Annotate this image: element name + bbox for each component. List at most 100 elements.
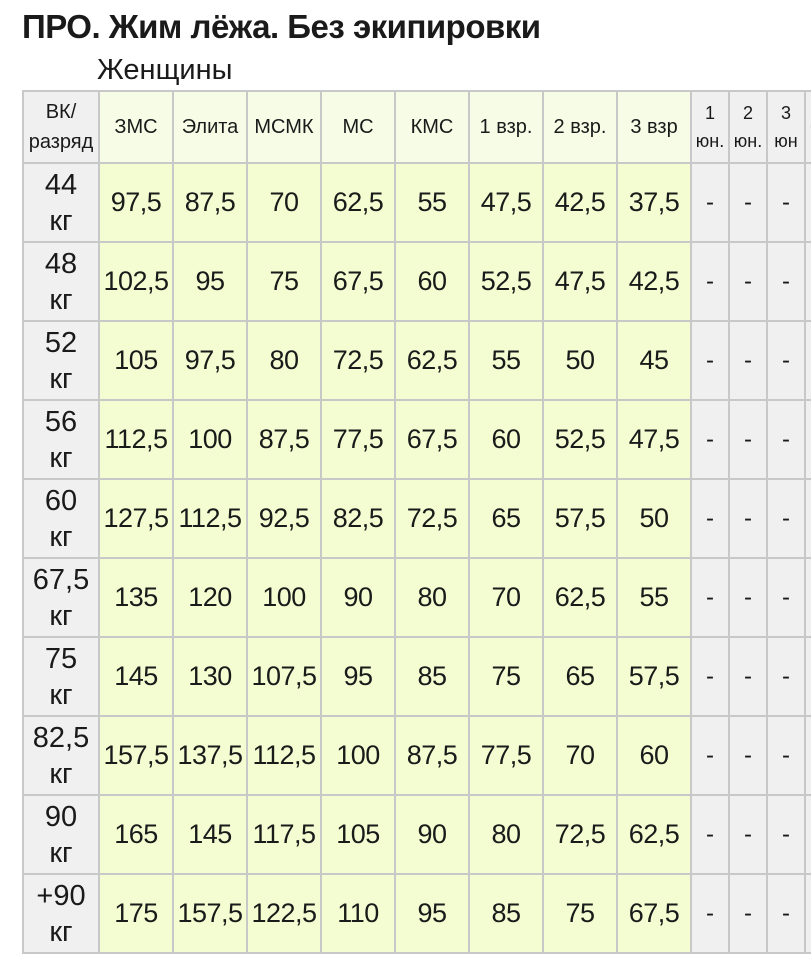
junior-value-cell [804, 557, 811, 638]
standard-value-cell: 145 [172, 794, 248, 875]
standard-value-cell: 105 [98, 320, 174, 401]
junior-value-cell: - [766, 873, 806, 954]
junior-column-header: 2 юн. [728, 90, 768, 164]
junior-value-cell: - [728, 399, 768, 480]
junior-value-cell: - [728, 794, 768, 875]
table-row: 67,5 кг 135 120 100 90 80 70 62,5 55- - - [22, 557, 811, 638]
standard-value-cell: 47,5 [616, 399, 692, 480]
standard-value-cell: 72,5 [542, 794, 618, 875]
weight-category-unit: кг [49, 678, 73, 711]
weight-category-unit: кг [49, 757, 73, 790]
standard-value-cell: 62,5 [542, 557, 618, 638]
weight-category-value: +90 [36, 879, 86, 912]
standard-value-cell: 112,5 [98, 399, 174, 480]
junior-value-cell: - [728, 715, 768, 796]
standard-value-cell: 67,5 [320, 241, 396, 322]
standard-value-cell: 80 [394, 557, 470, 638]
standard-value-cell: 55 [616, 557, 692, 638]
weight-category-cell: 82,5 кг [22, 715, 100, 796]
standard-value-cell: 97,5 [172, 320, 248, 401]
standard-value-cell: 95 [320, 636, 396, 717]
standard-value-cell: 47,5 [542, 241, 618, 322]
standard-value-cell: 70 [246, 162, 322, 243]
junior-value-cell: - [766, 478, 806, 559]
standard-value-cell: 55 [468, 320, 544, 401]
table-row: 75 кг 145 130 107,5 95 85 75 65 57,5- - - [22, 636, 811, 717]
weight-category-cell: +90 кг [22, 873, 100, 954]
table-header-row: ВК/ разряд ЗМС Элита МСМК МС КМС 1 взр. … [22, 90, 811, 164]
standard-value-cell: 42,5 [542, 162, 618, 243]
standard-value-cell: 157,5 [172, 873, 248, 954]
junior-value-cell: - [690, 320, 730, 401]
junior-header-line: юн [774, 131, 798, 151]
junior-value-cell [804, 873, 811, 954]
junior-value-cell [804, 320, 811, 401]
junior-value-cell: - [728, 320, 768, 401]
junior-value-cell: - [690, 636, 730, 717]
standard-value-cell: 117,5 [246, 794, 322, 875]
standard-value-cell: 37,5 [616, 162, 692, 243]
standard-value-cell: 127,5 [98, 478, 174, 559]
table-row: 60 кг 127,5 112,5 92,5 82,5 72,5 65 57,5 50- - - [22, 478, 811, 559]
standard-value-cell: 85 [394, 636, 470, 717]
standard-value-cell: 82,5 [320, 478, 396, 559]
standard-value-cell: 77,5 [468, 715, 544, 796]
weight-category-unit: кг [49, 520, 73, 553]
column-header: 2 взр. [542, 90, 618, 164]
standard-value-cell: 107,5 [246, 636, 322, 717]
standard-value-cell: 110 [320, 873, 396, 954]
junior-value-cell [804, 715, 811, 796]
column-header: ЗМС [98, 90, 174, 164]
junior-header-line: юн. [733, 131, 763, 151]
weight-category-value: 82,5 [32, 721, 90, 754]
standard-value-cell: 95 [172, 241, 248, 322]
junior-value-cell: - [766, 241, 806, 322]
junior-value-cell: - [690, 241, 730, 322]
weight-category-cell: 60 кг [22, 478, 100, 559]
weight-category-cell: 90 кг [22, 794, 100, 875]
standard-value-cell: 87,5 [172, 162, 248, 243]
standard-value-cell: 102,5 [98, 241, 174, 322]
standard-value-cell: 55 [394, 162, 470, 243]
standards-table-container[interactable]: ВК/ разряд ЗМС Элита МСМК МС КМС 1 взр. … [22, 90, 811, 967]
junior-value-cell: - [766, 162, 806, 243]
junior-value-cell: - [766, 636, 806, 717]
column-header: 3 взр [616, 90, 692, 164]
junior-header-line: 2 [742, 103, 753, 123]
weight-category-value: 75 [44, 642, 78, 675]
standard-value-cell: 75 [468, 636, 544, 717]
standard-value-cell: 100 [320, 715, 396, 796]
weight-category-unit: кг [49, 362, 73, 395]
weight-category-unit: кг [49, 441, 73, 474]
junior-value-cell: - [690, 873, 730, 954]
standard-value-cell: 77,5 [320, 399, 396, 480]
standard-value-cell: 112,5 [246, 715, 322, 796]
table-row: +90 кг 175 157,5 122,5 110 95 85 75 67,5- - - [22, 873, 811, 954]
standard-value-cell: 100 [246, 557, 322, 638]
standard-value-cell: 145 [98, 636, 174, 717]
standard-value-cell: 87,5 [246, 399, 322, 480]
junior-value-cell [804, 162, 811, 243]
weight-category-unit: кг [49, 283, 73, 316]
weight-category-cell: 48 кг [22, 241, 100, 322]
standard-value-cell: 120 [172, 557, 248, 638]
standard-value-cell: 65 [542, 636, 618, 717]
table-row: 56 кг 112,5 100 87,5 77,5 67,5 60 52,5 47,5- - - [22, 399, 811, 480]
junior-value-cell: - [690, 162, 730, 243]
corner-header-cell: ВК/ разряд [22, 90, 100, 164]
junior-value-cell: - [728, 241, 768, 322]
standard-value-cell: 165 [98, 794, 174, 875]
standard-value-cell: 112,5 [172, 478, 248, 559]
standard-value-cell: 65 [468, 478, 544, 559]
junior-value-cell: - [690, 399, 730, 480]
standard-value-cell: 60 [616, 715, 692, 796]
junior-value-cell: - [728, 636, 768, 717]
standard-value-cell: 97,5 [98, 162, 174, 243]
table-body: 44 кг 97,5 87,5 70 62,5 55 47,5 42,5 37,5- - -48 кг 1… [22, 162, 811, 954]
junior-value-cell: - [690, 794, 730, 875]
standard-value-cell: 45 [616, 320, 692, 401]
weight-category-value: 52 [44, 326, 78, 359]
standard-value-cell: 60 [394, 241, 470, 322]
junior-column-header: 1 юн. [690, 90, 730, 164]
junior-value-cell [804, 636, 811, 717]
